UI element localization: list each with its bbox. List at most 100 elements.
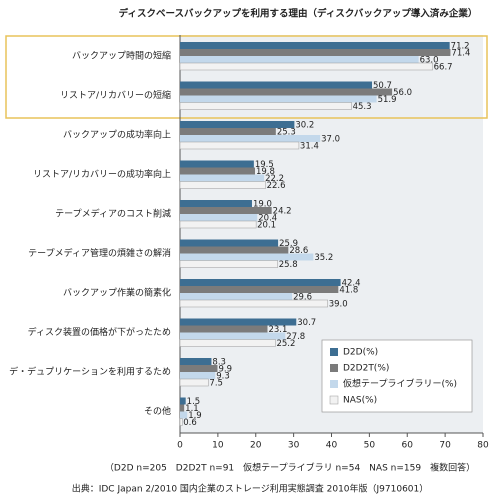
value-label: 30.2 [295,121,314,131]
category-label: その他 [144,405,171,417]
value-label: 29.6 [293,293,312,303]
legend-label: 仮想テープライブラリー(%) [343,378,457,390]
value-label: 35.2 [314,253,333,263]
bar [180,239,279,247]
value-label: 22.2 [265,174,284,184]
bar [180,207,272,214]
value-label: 45.3 [353,102,372,112]
value-label: 20.4 [258,214,277,224]
x-tick-label: 80 [477,441,489,451]
value-label: 30.7 [297,318,316,328]
value-label: 25.3 [277,128,296,138]
value-label: 1.9 [188,411,202,421]
category-label: リストア/リカバリーの成功率向上 [33,168,171,180]
category-label: バックアップの成功率向上 [63,129,171,141]
category-label: リストア/リカバリーの短縮 [60,89,171,101]
bar [179,339,276,347]
bar [180,293,293,300]
legend-box [321,339,473,413]
value-label: 19.0 [253,200,272,210]
bar [180,358,212,365]
category-label: テープメディア管理の煩雑さの解消 [28,247,171,259]
value-label: 56.0 [393,88,412,98]
x-tick-label: 10 [212,441,224,451]
bar [179,141,300,150]
category-label: バックアップ作業の簡素化 [63,287,171,299]
bar [180,49,451,56]
category-label: ディスク装置の価格が下がったため [28,326,171,338]
bar [180,95,377,103]
category-label: バックアップ時間の短縮 [72,50,171,62]
bar [180,174,265,182]
value-label: 27.8 [286,332,305,342]
category-label: テープメディアのコスト削減 [55,208,171,220]
value-label: 66.7 [434,63,453,73]
x-tick-label: 30 [288,441,300,451]
value-label: 42.4 [342,279,361,289]
bar [179,260,278,268]
category-label: デ・デュプリケーションを利用するため [9,366,171,378]
legend-label: D2D(%) [343,348,378,358]
bar [180,253,314,261]
value-label: 31.4 [300,142,319,152]
value-label: 51.9 [378,95,397,105]
x-tick-label: 60 [402,441,414,451]
value-label: 23.1 [268,325,287,335]
bar [179,418,183,426]
value-label: 50.7 [373,81,392,91]
bar [180,365,218,372]
value-label: 39.0 [329,300,348,310]
bar [179,62,433,71]
x-tick-label: 0 [177,441,183,451]
bar [180,88,393,96]
bar [180,246,289,254]
value-label: 37.0 [321,135,340,145]
value-label: 1.1 [185,404,199,414]
value-label: 22.6 [267,181,286,191]
source: 出典：IDC Japan 2/2010 国内企業のストレージ利用実態調査 201… [72,483,429,495]
chart-title: ディスクベースバックアップを利用する理由（ディスクバックアップ導入済み企業） [119,8,478,20]
bar [180,318,297,326]
value-label: 71.2 [451,42,470,52]
bar [180,214,258,221]
bar [180,167,255,175]
value-label: 28.6 [289,246,308,256]
value-label: 25.9 [279,239,298,249]
bar [180,56,419,63]
value-label: 9.9 [218,365,232,375]
bar [180,279,341,286]
value-label: 25.2 [276,339,295,349]
x-tick-label: 50 [364,441,376,451]
bar [180,332,286,340]
bar [180,42,450,49]
bar [180,121,295,128]
value-label: 63.0 [420,56,439,66]
bar [180,135,321,142]
value-label: 9.3 [216,372,230,382]
value-label: 1.5 [187,397,201,407]
x-tick-label: 70 [439,441,451,451]
legend-swatch [330,348,338,356]
value-label: 20.1 [257,221,276,231]
bar [180,200,252,207]
bar [180,160,254,168]
bar [179,181,266,189]
bar [180,286,339,293]
value-label: 25.8 [279,260,298,270]
value-label: 8.3 [212,358,226,368]
value-label: 19.5 [255,160,274,170]
value-label: 0.6 [183,418,197,428]
value-label: 41.8 [339,286,358,296]
bar [180,128,276,135]
legend-swatch [330,364,338,372]
value-label: 24.2 [273,207,292,217]
legend-label: NAS(%) [343,396,377,406]
bar [179,378,209,387]
legend-swatch [329,395,339,405]
x-tick-label: 40 [326,441,338,451]
value-label: 7.5 [209,379,223,389]
bar [179,299,328,308]
x-tick-label: 20 [250,441,262,451]
highlight-box [5,35,488,119]
bar [180,404,185,412]
